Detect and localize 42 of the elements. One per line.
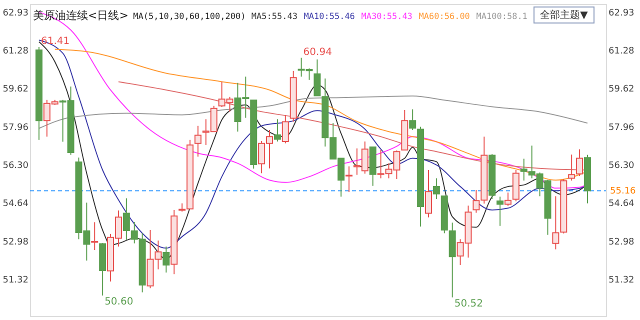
text: MA10:55.46 <box>304 12 355 22</box>
y-tick-label: 62.93 <box>2 8 28 19</box>
y2-tick-label: 61.28 <box>608 46 635 56</box>
candlestick <box>314 58 321 96</box>
y-tick-label: 57.96 <box>2 122 29 133</box>
legend-title: MA(5,10,30,60,100,200) <box>133 12 246 22</box>
candlestick <box>432 178 440 200</box>
y2-tick-label: 52.98 <box>608 237 635 248</box>
annotation: 50.60 <box>104 296 134 308</box>
y-tick-label: 56.30 <box>2 160 29 171</box>
y2-tick-label: 54.64 <box>608 199 635 210</box>
y-tick-label: 61.28 <box>2 46 29 56</box>
line-series <box>38 95 588 129</box>
candlestick <box>409 108 416 130</box>
y2-tick-label: 56.30 <box>608 160 635 171</box>
y-tick-label: 51.32 <box>2 275 28 286</box>
candlestick <box>504 192 512 206</box>
candlestick <box>496 196 504 226</box>
text: MA60:56.00 <box>418 12 470 22</box>
text: MA30:55.43 <box>361 12 412 22</box>
y-tick-label: 52.98 <box>2 237 29 248</box>
y2-tick-label: 51.32 <box>608 275 634 286</box>
candlestick <box>282 114 289 144</box>
ref-line-label: 55.16 <box>610 186 636 197</box>
y2-tick-label: 59.62 <box>608 84 634 95</box>
y2-tick-label: 57.96 <box>608 122 635 133</box>
candlestick <box>194 125 202 158</box>
candlestick <box>274 118 281 142</box>
text: MA100:58.1 <box>476 12 528 22</box>
annotation: 60.94 <box>303 46 332 58</box>
y-tick-label: 59.62 <box>2 84 28 95</box>
candlestick <box>424 170 432 218</box>
y2-tick-label: 62.93 <box>608 8 634 19</box>
annotation: 50.52 <box>454 298 483 310</box>
annotation: 61.41 <box>40 36 70 47</box>
annotation: 全部主题▼ <box>540 9 588 21</box>
y-tick-label: 54.64 <box>2 199 29 210</box>
text: MA5:55.43 <box>251 12 298 22</box>
candlestick <box>91 222 98 251</box>
candlestick <box>162 246 170 274</box>
candlestick <box>552 196 560 250</box>
candlestick <box>346 166 353 193</box>
